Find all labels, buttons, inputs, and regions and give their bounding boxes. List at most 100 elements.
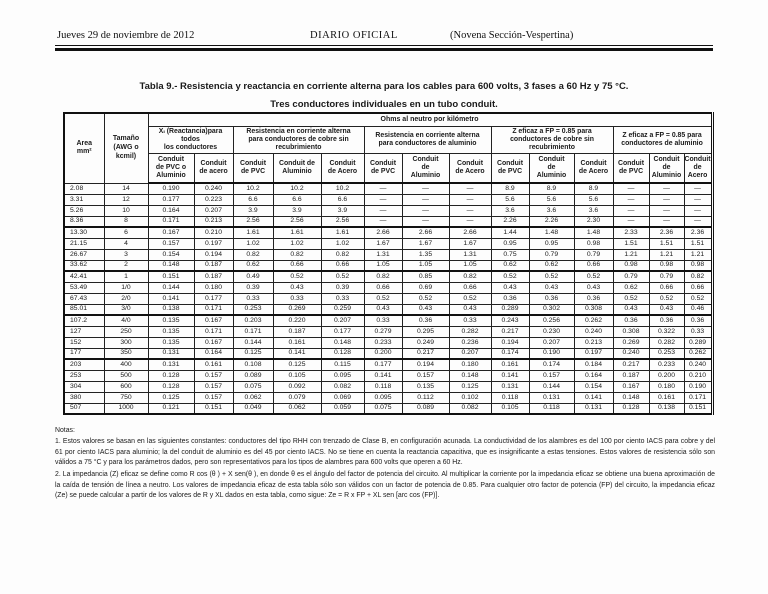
- cell-value: 1.67: [448, 237, 492, 250]
- cell-value: 2.66: [401, 226, 450, 239]
- cell-value: 1.31: [363, 248, 403, 261]
- masthead-rule-thin: [55, 45, 713, 46]
- cell-value: —: [401, 204, 450, 217]
- cell-value: 3.6: [573, 204, 614, 217]
- cell-value: 1.67: [363, 237, 403, 250]
- cell-area: 8.36: [63, 215, 105, 229]
- cell-size: 250: [103, 325, 149, 338]
- cell-value: —: [648, 204, 685, 217]
- cell-value: —: [448, 204, 492, 217]
- cell-value: —: [683, 215, 713, 229]
- cell-area: 13.30: [63, 226, 105, 239]
- cell-value: 0.079: [272, 391, 322, 404]
- table-body: 2.08 14 0.190 0.240 10.2 10.2 10.2— — —8.9 8.9 8.9…: [63, 182, 713, 415]
- cell-value: 0.36: [648, 314, 685, 327]
- cell-value: 0.112: [401, 391, 450, 404]
- cell-value: 0.157: [193, 369, 234, 382]
- cell-value: 0.105: [490, 402, 530, 415]
- cell-value: 0.95: [528, 237, 575, 250]
- cell-value: 0.282: [448, 325, 492, 338]
- cell-value: 0.43: [612, 303, 650, 317]
- cell-value: 0.33: [320, 292, 365, 305]
- col-header-area: Area mm²: [63, 112, 105, 184]
- cell-value: 0.075: [232, 380, 274, 393]
- cell-value: 0.190: [528, 347, 575, 361]
- cell-value: 0.151: [683, 402, 713, 415]
- cell-value: 0.118: [528, 402, 575, 415]
- masthead-rule-thick: [55, 48, 713, 51]
- table-subtitle: Tres conductores individuales en un tubo…: [270, 99, 498, 110]
- cell-value: 2.56: [272, 215, 322, 229]
- cell-area: 53.49: [63, 281, 105, 294]
- cell-area: 380: [63, 391, 105, 404]
- cell-value: 0.262: [683, 347, 713, 361]
- cell-value: 0.190: [147, 182, 195, 195]
- table-row: 2.08 14 0.190 0.240 10.2 10.2 10.2— — —8.9 8.9 8.9…: [63, 182, 713, 195]
- cell-value: 0.322: [648, 325, 685, 338]
- subcol-header: Conduit de acero: [193, 152, 234, 185]
- table-row: 107.2 4/0 0.135 0.167 0.203 0.220 0.207 0.33 0.3…: [63, 314, 713, 327]
- cell-size: 14: [103, 182, 149, 195]
- cell-value: 0.43: [490, 281, 530, 294]
- cell-value: 0.200: [363, 347, 403, 361]
- cell-size: 3: [103, 248, 149, 261]
- cell-value: 0.233: [363, 336, 403, 349]
- cell-area: 253: [63, 369, 105, 382]
- cell-value: —: [363, 182, 403, 195]
- cell-value: 0.98: [612, 259, 650, 273]
- cell-value: 3.9: [320, 204, 365, 217]
- cell-value: 0.095: [320, 369, 365, 382]
- cell-value: 0.161: [272, 336, 322, 349]
- cell-value: —: [363, 215, 403, 229]
- cell-value: 0.33: [363, 314, 403, 327]
- cell-value: 0.141: [272, 347, 322, 361]
- cell-value: 0.262: [573, 314, 614, 327]
- cell-value: 0.66: [573, 259, 614, 273]
- cell-value: 0.167: [612, 380, 650, 393]
- cell-value: 0.66: [272, 259, 322, 273]
- cell-size: 1000: [103, 402, 149, 415]
- cell-value: 0.62: [528, 259, 575, 273]
- cell-size: 500: [103, 369, 149, 382]
- cell-value: 0.36: [573, 292, 614, 305]
- cell-value: 0.135: [147, 314, 195, 327]
- cell-value: 0.52: [320, 270, 365, 283]
- cell-value: 0.197: [193, 237, 234, 250]
- cell-value: 0.66: [683, 281, 713, 294]
- cell-value: 1.61: [232, 226, 274, 239]
- table-row: 152 300 0.135 0.167 0.144 0.161 0.148 0.233 0.24…: [63, 336, 713, 349]
- cell-value: 0.230: [528, 325, 575, 338]
- cell-value: 0.118: [363, 380, 403, 393]
- cell-value: 0.33: [448, 314, 492, 327]
- cell-size: 2/0: [103, 292, 149, 305]
- cell-area: 26.67: [63, 248, 105, 261]
- notes-section: Notas: 1. Estos valores se basan en las …: [55, 426, 715, 504]
- cell-value: 0.213: [193, 215, 234, 229]
- cell-value: 0.105: [272, 369, 322, 382]
- header-row-groups: Xₗ (Reactancia)para todos los conductore…: [64, 125, 713, 154]
- cell-value: 0.118: [490, 391, 530, 404]
- cell-value: 0.66: [363, 281, 403, 294]
- cell-value: 1.51: [683, 237, 713, 250]
- cell-value: 0.223: [193, 193, 234, 206]
- cell-value: 1.31: [448, 248, 492, 261]
- cell-value: 0.43: [648, 303, 685, 317]
- cell-value: 0.049: [232, 402, 274, 415]
- subcol-header: Conduit de PVC: [363, 152, 403, 185]
- subcol-header: Conduit de Aluminio: [272, 152, 322, 185]
- cell-size: 2: [103, 259, 149, 273]
- group-header-reactance: Xₗ (Reactancia)para todos los conductore…: [147, 125, 234, 154]
- cell-value: 0.69: [401, 281, 450, 294]
- cell-value: 0.148: [147, 259, 195, 273]
- table-row: 26.67 3 0.154 0.194 0.82 0.82 0.82 1.31 1.35 1.31…: [63, 248, 713, 261]
- cell-value: 0.197: [573, 347, 614, 361]
- cell-area: 2.08: [63, 182, 105, 195]
- cell-value: 1.67: [401, 237, 450, 250]
- cell-value: 0.236: [448, 336, 492, 349]
- cell-value: 0.52: [612, 292, 650, 305]
- cell-value: 0.36: [490, 292, 530, 305]
- cell-value: 0.66: [648, 281, 685, 294]
- cell-value: 0.43: [528, 281, 575, 294]
- cell-value: 0.121: [147, 402, 195, 415]
- header-row-subcolumns: Conduit de PVC o Aluminio Conduit de ace…: [64, 152, 713, 185]
